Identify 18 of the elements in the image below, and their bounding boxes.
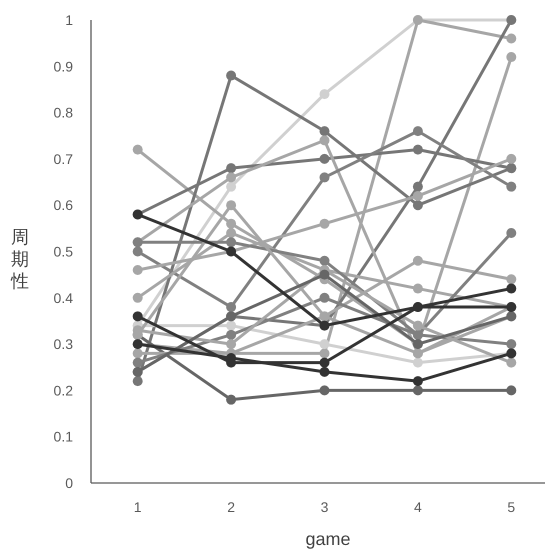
y-tick-label: 0.6 <box>54 197 74 214</box>
x-tick-label: 1 <box>134 499 142 515</box>
x-tick-label: 5 <box>507 499 516 515</box>
y-tick-label: 0.7 <box>54 150 74 167</box>
x-axis-title: game <box>305 529 351 549</box>
y-tick-label: 0.5 <box>54 244 74 260</box>
y-tick-label: 0 <box>65 475 74 491</box>
y-axis-title: 周期性 <box>10 227 29 291</box>
y-tick-label: 0.2 <box>54 382 74 398</box>
y-tick-label: 0.1 <box>54 428 74 445</box>
y-tick-label: 0.4 <box>54 290 74 306</box>
x-tick-label: 4 <box>414 499 422 515</box>
y-tick-label: 0.3 <box>54 336 74 352</box>
x-tick-label: 3 <box>320 499 329 515</box>
y-tick-label: 0.9 <box>54 58 74 74</box>
x-tick-label: 2 <box>227 499 236 515</box>
y-tick-label: 0.8 <box>54 104 74 121</box>
y-tick-label: 1 <box>65 12 74 28</box>
